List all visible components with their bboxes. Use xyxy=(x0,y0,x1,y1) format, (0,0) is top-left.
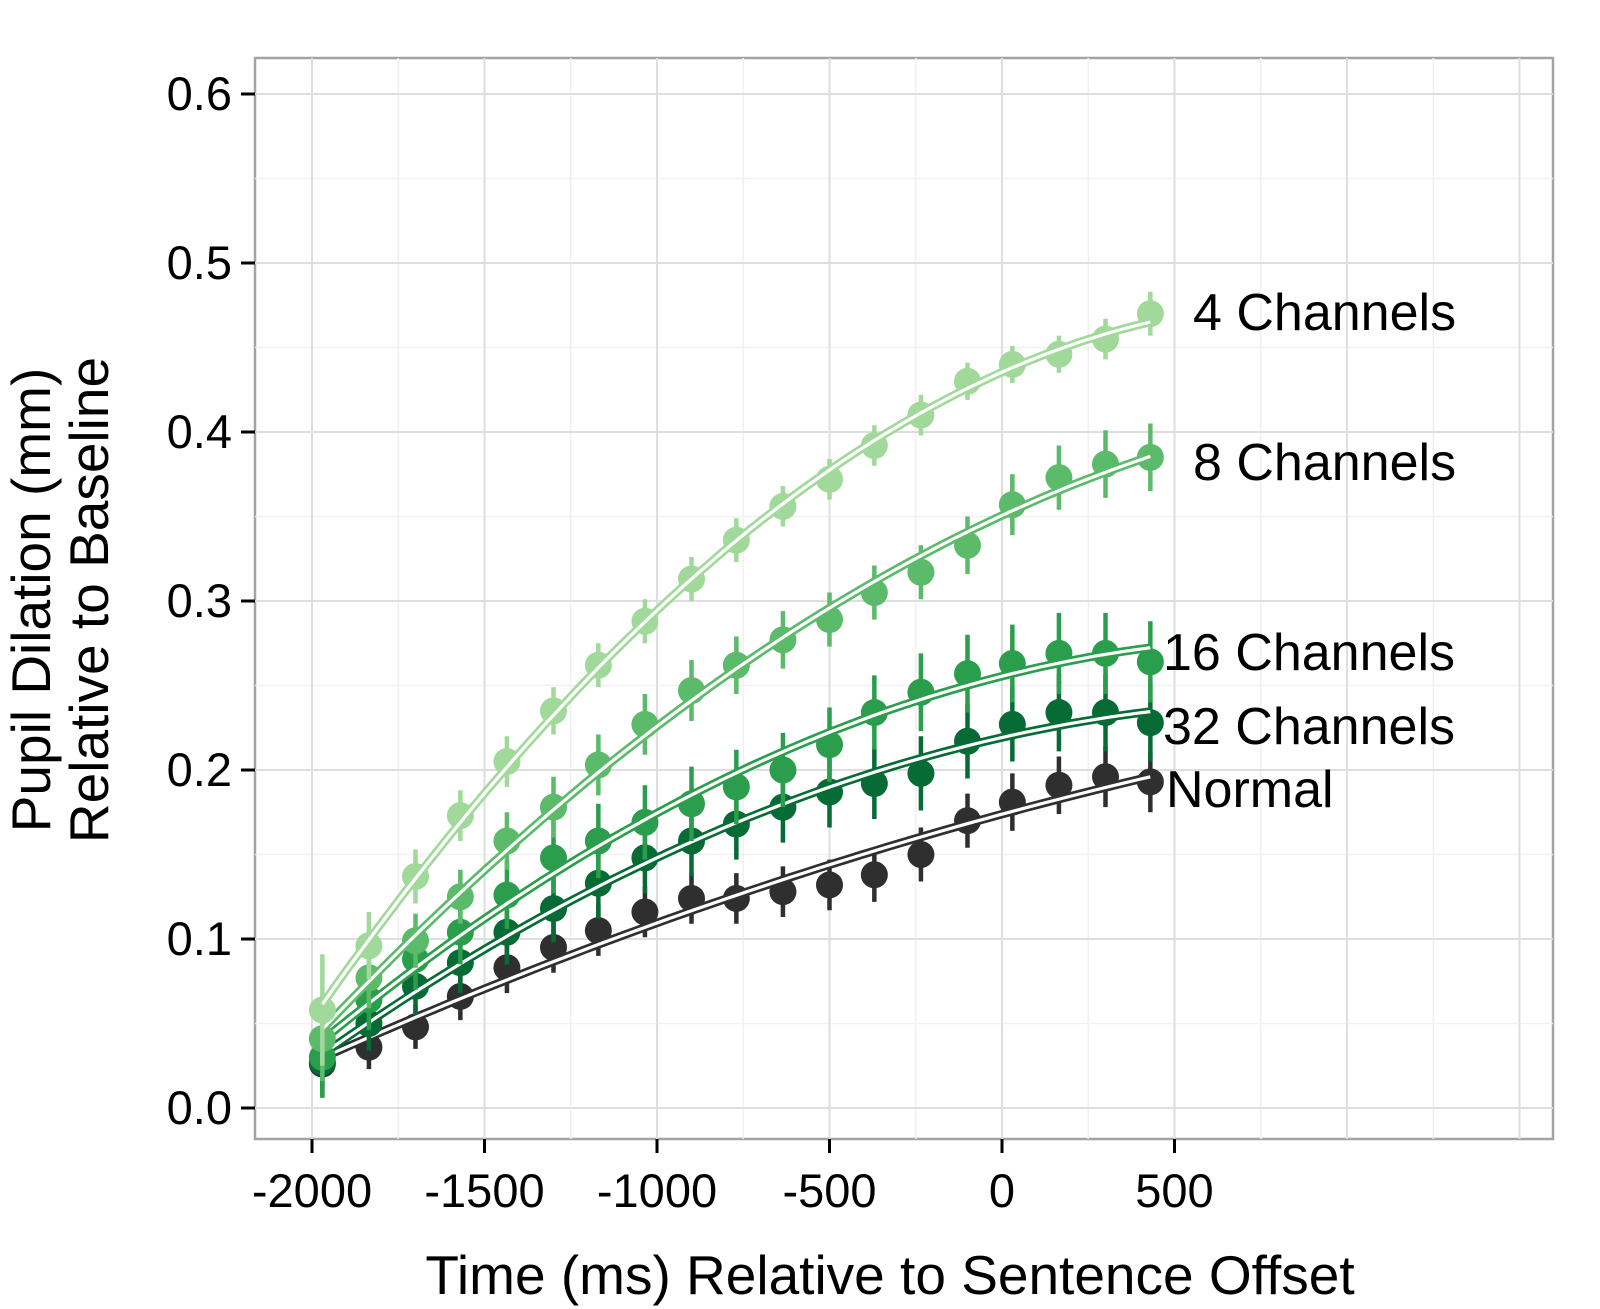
x-tick-label: -2000 xyxy=(252,1164,372,1217)
y-tick-label: 0.1 xyxy=(167,912,232,965)
fit-line-highlight xyxy=(321,320,1151,1006)
series-4-channels: 4 Channels xyxy=(308,284,1456,1066)
data-point xyxy=(308,996,336,1024)
y-tick-label: 0.0 xyxy=(167,1081,232,1134)
fit-line-highlight xyxy=(321,775,1151,1060)
x-tick-label: 500 xyxy=(1135,1164,1213,1217)
x-tick-label: -1500 xyxy=(424,1164,544,1217)
series-normal: Normal xyxy=(308,746,1334,1088)
data-point xyxy=(631,898,659,926)
y-tick-label: 0.4 xyxy=(167,405,232,458)
x-tick-label: 0 xyxy=(989,1164,1015,1217)
y-tick-label: 0.2 xyxy=(167,743,232,796)
y-tick-label: 0.5 xyxy=(167,236,232,289)
y-tick-label: 0.3 xyxy=(167,574,232,627)
data-point xyxy=(816,871,843,899)
data-point xyxy=(1136,648,1164,676)
data-point xyxy=(907,759,935,787)
x-tick-label: -500 xyxy=(782,1164,876,1217)
fit-line-highlight xyxy=(321,646,1151,1042)
data-point xyxy=(1045,699,1073,727)
x-tick-label: -1000 xyxy=(597,1164,717,1217)
series-label-16-channels: 16 Channels xyxy=(1163,624,1455,682)
series-label-8-channels: 8 Channels xyxy=(1193,434,1456,492)
y-axis-title-line1: Pupil Dilation (mm) xyxy=(0,368,62,833)
y-tick-label: 0.6 xyxy=(167,67,232,120)
plot-panel xyxy=(253,56,1555,1141)
x-axis-title: Time (ms) Relative to Sentence Offset xyxy=(425,1244,1354,1306)
data-point xyxy=(769,756,797,784)
y-axis-title-line2: Relative to Baseline xyxy=(58,357,120,843)
data-point xyxy=(907,841,935,868)
fit-line-highlight xyxy=(321,454,1151,1031)
data-point xyxy=(584,917,612,945)
series-8-channels: 8 Channels xyxy=(308,423,1456,1081)
data-point xyxy=(907,558,935,586)
data-point xyxy=(1045,771,1073,799)
series-label-4-channels: 4 Channels xyxy=(1193,284,1456,342)
data-point xyxy=(540,933,567,961)
data-point xyxy=(860,861,888,889)
series-label-normal: Normal xyxy=(1166,761,1334,819)
series-label-32-channels: 32 Channels xyxy=(1163,698,1455,756)
